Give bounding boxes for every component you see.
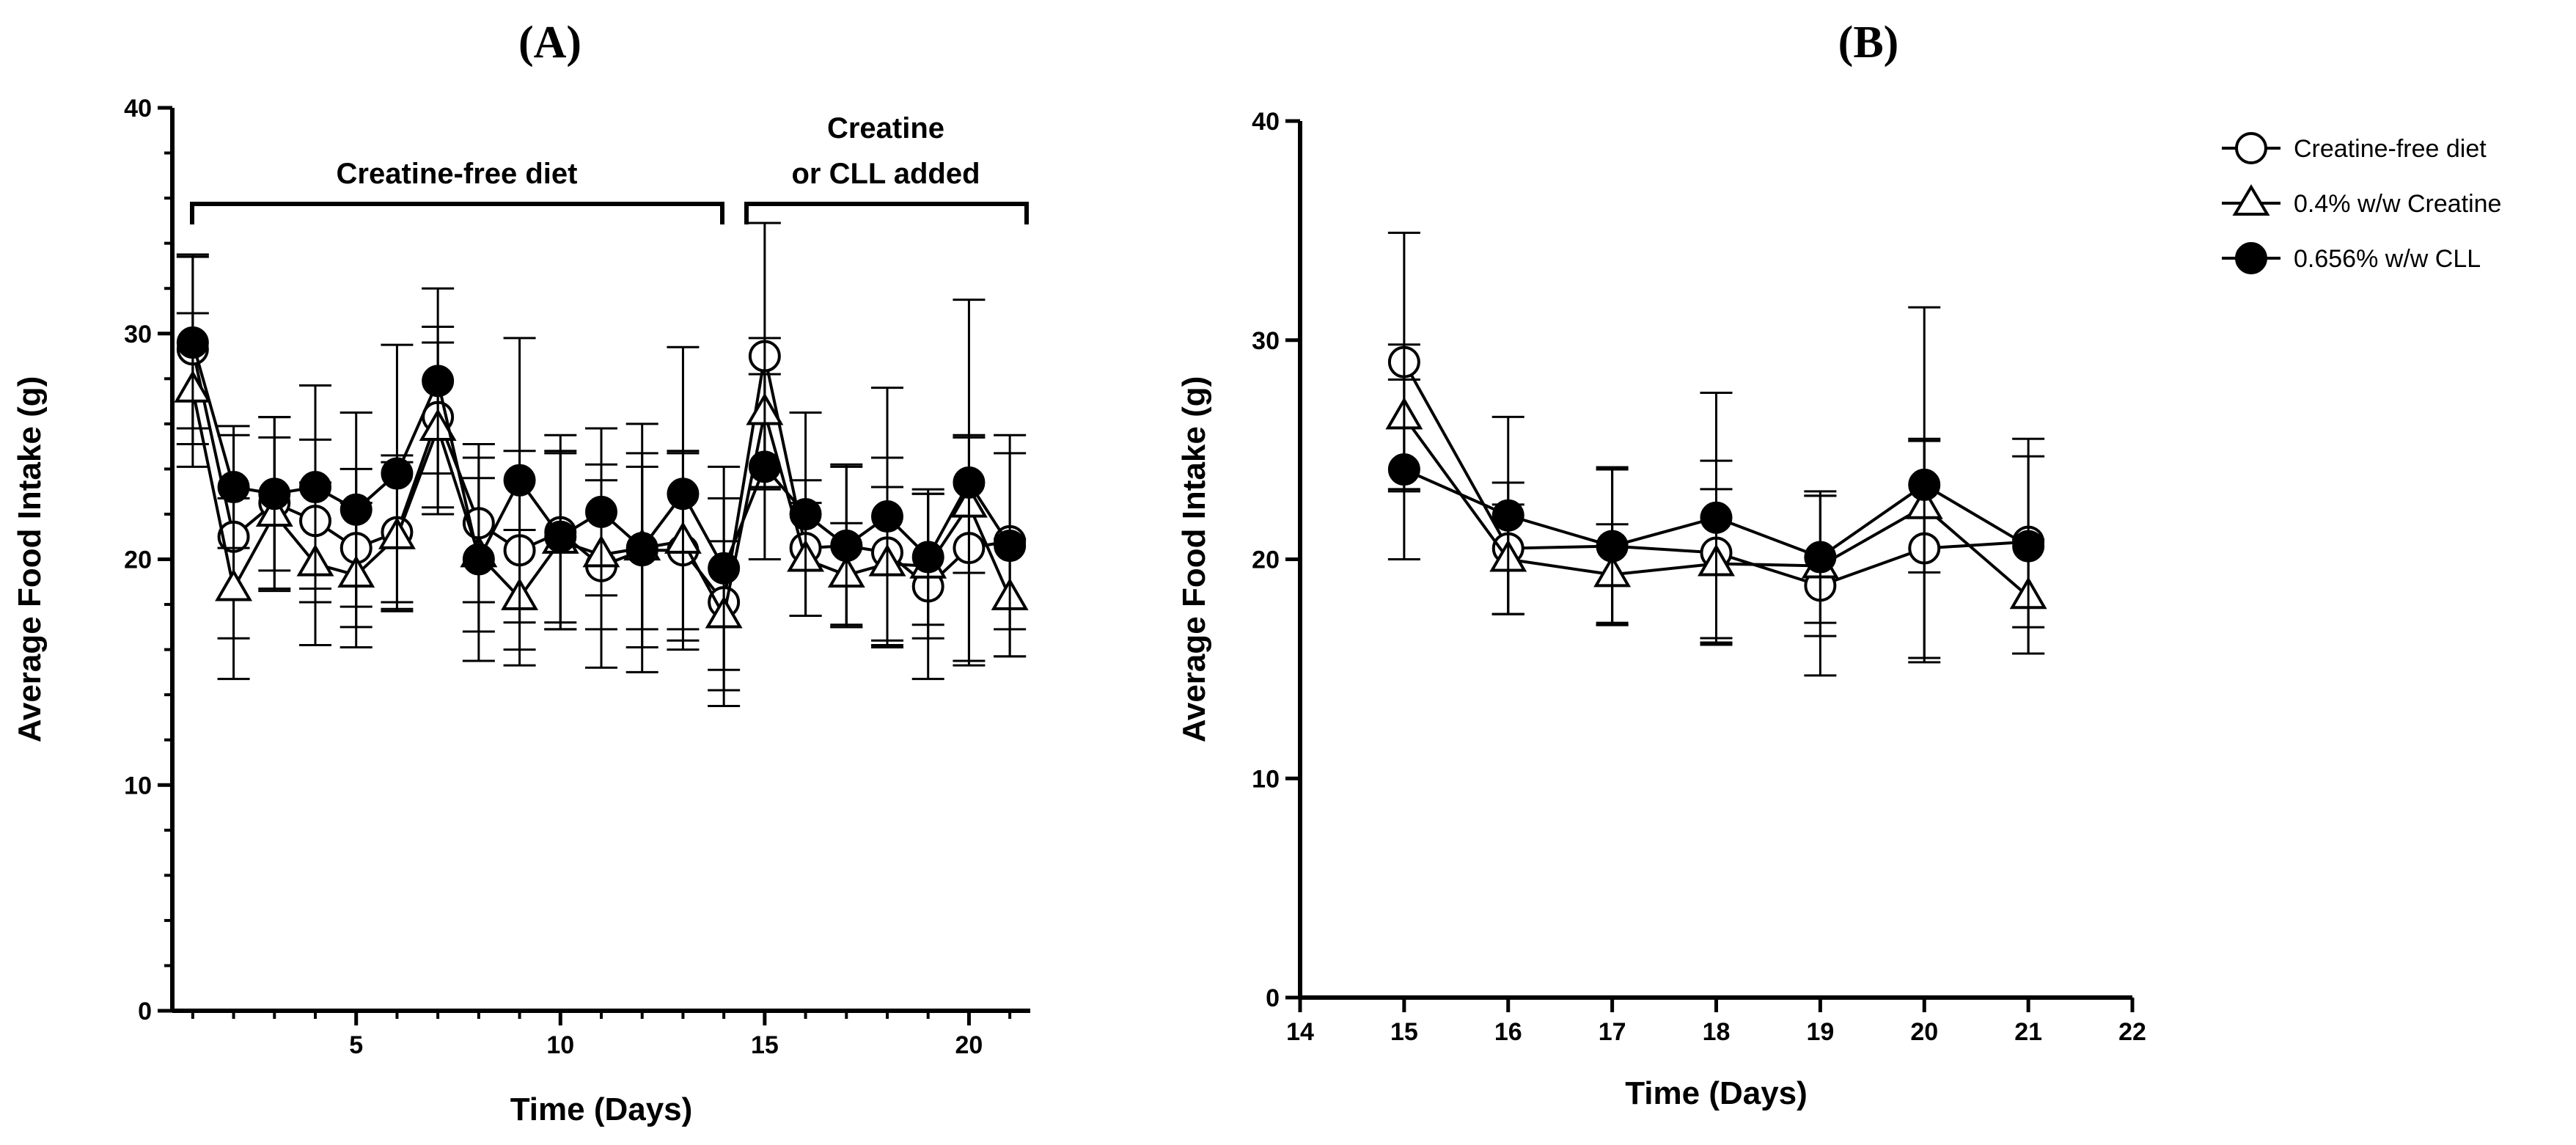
legend-label-2: 0.4% w/w Creatine <box>2294 190 2501 218</box>
pb-y-tick-label: 20 <box>1252 546 1280 574</box>
panel-b-label: (B) <box>1838 18 1899 67</box>
panel-b-chart: 0 10 20 30 40 14 15 16 17 18 19 20 21 22 Time (Days) Av… <box>1176 108 2146 1111</box>
legend-open-circle-marker <box>2235 132 2267 164</box>
pa-x-tick-label: 15 <box>751 1031 779 1059</box>
pa-point-filled-circle <box>667 478 700 511</box>
pa-y-tick-label: 20 <box>124 546 152 574</box>
pb-x-tick-label: 20 <box>1910 1018 1938 1046</box>
pa-point-filled-circle <box>871 500 903 533</box>
pa-y-tick-label: 0 <box>138 998 152 1025</box>
pb-point-filled-circle <box>1804 541 1837 574</box>
period2-label-line2: or CLL added <box>791 158 980 190</box>
pa-y-tick-label: 10 <box>124 772 152 800</box>
pb-point-filled-circle <box>1908 468 1941 501</box>
period1-bracket <box>190 202 724 224</box>
pb-x-tick-label: 21 <box>2014 1018 2042 1046</box>
pb-x-axis-title: Time (Days) <box>1625 1075 1808 1111</box>
period2-bracket <box>744 202 1029 224</box>
pa-x-tick-label: 5 <box>349 1031 363 1059</box>
pb-x-tick-label: 18 <box>1703 1018 1731 1046</box>
pa-point-filled-circle <box>503 464 536 497</box>
pa-point-filled-circle <box>585 495 617 528</box>
legend-filled-circle-marker <box>2235 242 2267 274</box>
pa-point-filled-circle <box>748 450 781 483</box>
pa-x-tick-label: 10 <box>546 1031 574 1059</box>
pb-x-tick-label: 22 <box>2118 1018 2146 1046</box>
pb-x-tick-label: 14 <box>1286 1018 1314 1046</box>
legend-label-3: 0.656% w/w CLL <box>2294 245 2481 273</box>
panel-a-label: (A) <box>518 18 581 67</box>
pb-point-filled-circle <box>1491 499 1524 532</box>
legend-label-1: Creatine-free diet <box>2294 135 2487 163</box>
pa-series-filled-circle <box>176 255 1027 673</box>
period1-label: Creatine-free diet <box>337 158 578 190</box>
pa-point-filled-circle <box>789 497 822 530</box>
pb-series-filled-circle <box>1387 306 2045 664</box>
pa-point-filled-circle <box>544 520 577 553</box>
pb-point-filled-circle <box>1387 453 1420 486</box>
pa-point-filled-circle <box>830 530 863 563</box>
pa-x-axis-title: Time (Days) <box>510 1091 693 1127</box>
pb-y-tick-label: 0 <box>1266 984 1280 1012</box>
legend-item-creatine-free: Creatine-free diet <box>2222 132 2487 164</box>
legend-item-creatine: 0.4% w/w Creatine <box>2222 184 2501 218</box>
pb-y-tick-label: 30 <box>1252 327 1280 355</box>
pa-y-tick-label: 40 <box>124 95 152 122</box>
pb-y-axis-title: Average Food Intake (g) <box>1176 376 1212 743</box>
pb-x-tick-label: 16 <box>1494 1018 1522 1046</box>
pa-point-filled-circle <box>299 471 331 504</box>
pb-y-tick-label: 40 <box>1252 108 1280 136</box>
legend-open-triangle-marker <box>2232 184 2270 216</box>
pa-point-filled-circle <box>176 326 209 359</box>
pa-point-filled-circle <box>708 552 741 585</box>
pb-point-filled-circle <box>1596 530 1629 563</box>
pa-point-filled-circle <box>462 543 495 576</box>
pb-y-tick-label: 10 <box>1252 765 1280 793</box>
pa-point-filled-circle <box>340 493 373 526</box>
legend-item-cll: 0.656% w/w CLL <box>2222 242 2481 274</box>
pb-point-filled-circle <box>2012 530 2045 563</box>
pa-point-filled-circle <box>911 541 944 574</box>
panel-a-chart: 0 10 20 30 40 5 10 15 20 Time (Days) Average Food … <box>12 95 1030 1127</box>
pb-x-tick-label: 15 <box>1390 1018 1418 1046</box>
pa-point-filled-circle <box>953 466 986 499</box>
pa-point-filled-circle <box>422 365 455 398</box>
pa-y-axis-title: Average Food Intake (g) <box>12 376 48 743</box>
pa-point-filled-circle <box>994 530 1027 563</box>
period-annotations <box>190 202 1029 224</box>
pb-x-tick-label: 17 <box>1599 1018 1626 1046</box>
pa-point-filled-circle <box>625 532 658 565</box>
pa-x-tick-label: 20 <box>955 1031 983 1059</box>
pb-point-filled-circle <box>1700 501 1733 534</box>
pa-point-filled-circle <box>217 471 250 504</box>
pa-point-filled-circle <box>381 457 414 490</box>
pa-point-open-triangle <box>215 568 253 601</box>
period2-label-line1: Creatine <box>827 112 944 145</box>
legend: Creatine-free diet 0.4% w/w Creatine 0.6… <box>2222 132 2501 274</box>
pa-y-tick-label: 30 <box>124 321 152 348</box>
pb-x-tick-label: 19 <box>1806 1018 1834 1046</box>
pa-point-filled-circle <box>258 478 291 511</box>
